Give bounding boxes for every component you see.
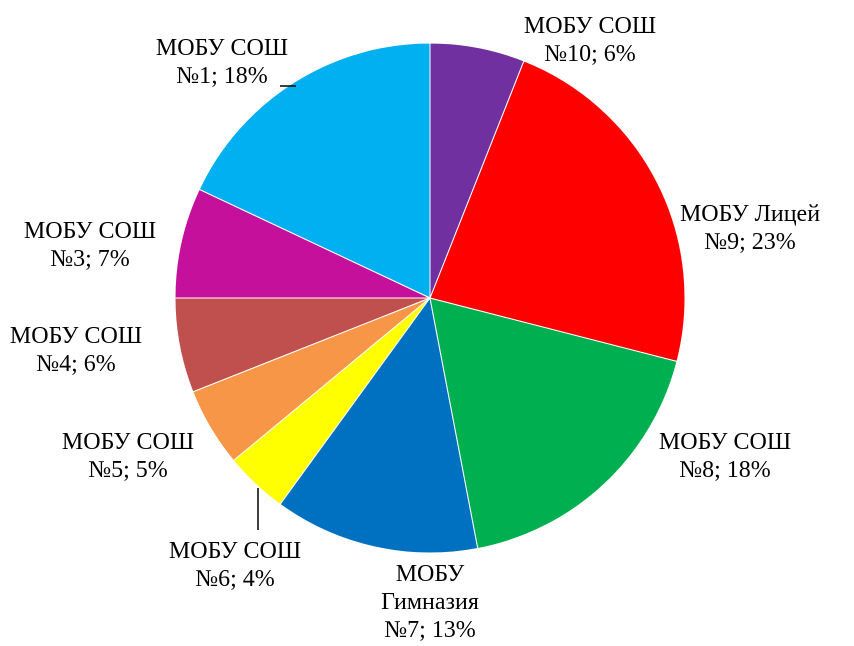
pie-slice (429, 42, 525, 299)
slice-label: МОБУ СОШ №1; 18% (155, 35, 289, 89)
pie-slice (429, 297, 678, 550)
slice-label: МОБУ СОШ №8; 18% (658, 429, 792, 483)
slice-label: МОБУ Лицей №9; 23% (679, 201, 821, 255)
pie-slice (174, 188, 431, 299)
slice-label: МОБУ Гимназия №7; 13% (381, 561, 479, 643)
slice-label: МОБУ СОШ №4; 6% (9, 323, 143, 377)
pie-slice (429, 60, 686, 363)
pie-slice (198, 42, 431, 299)
slice-label: МОБУ СОШ №5; 5% (61, 429, 195, 483)
slice-label: МОБУ СОШ №3; 7% (23, 218, 157, 272)
slice-label: МОБУ СОШ №6; 4% (168, 538, 302, 592)
pie-slice (279, 296, 479, 554)
slice-label: МОБУ СОШ №10; 6% (523, 13, 657, 67)
